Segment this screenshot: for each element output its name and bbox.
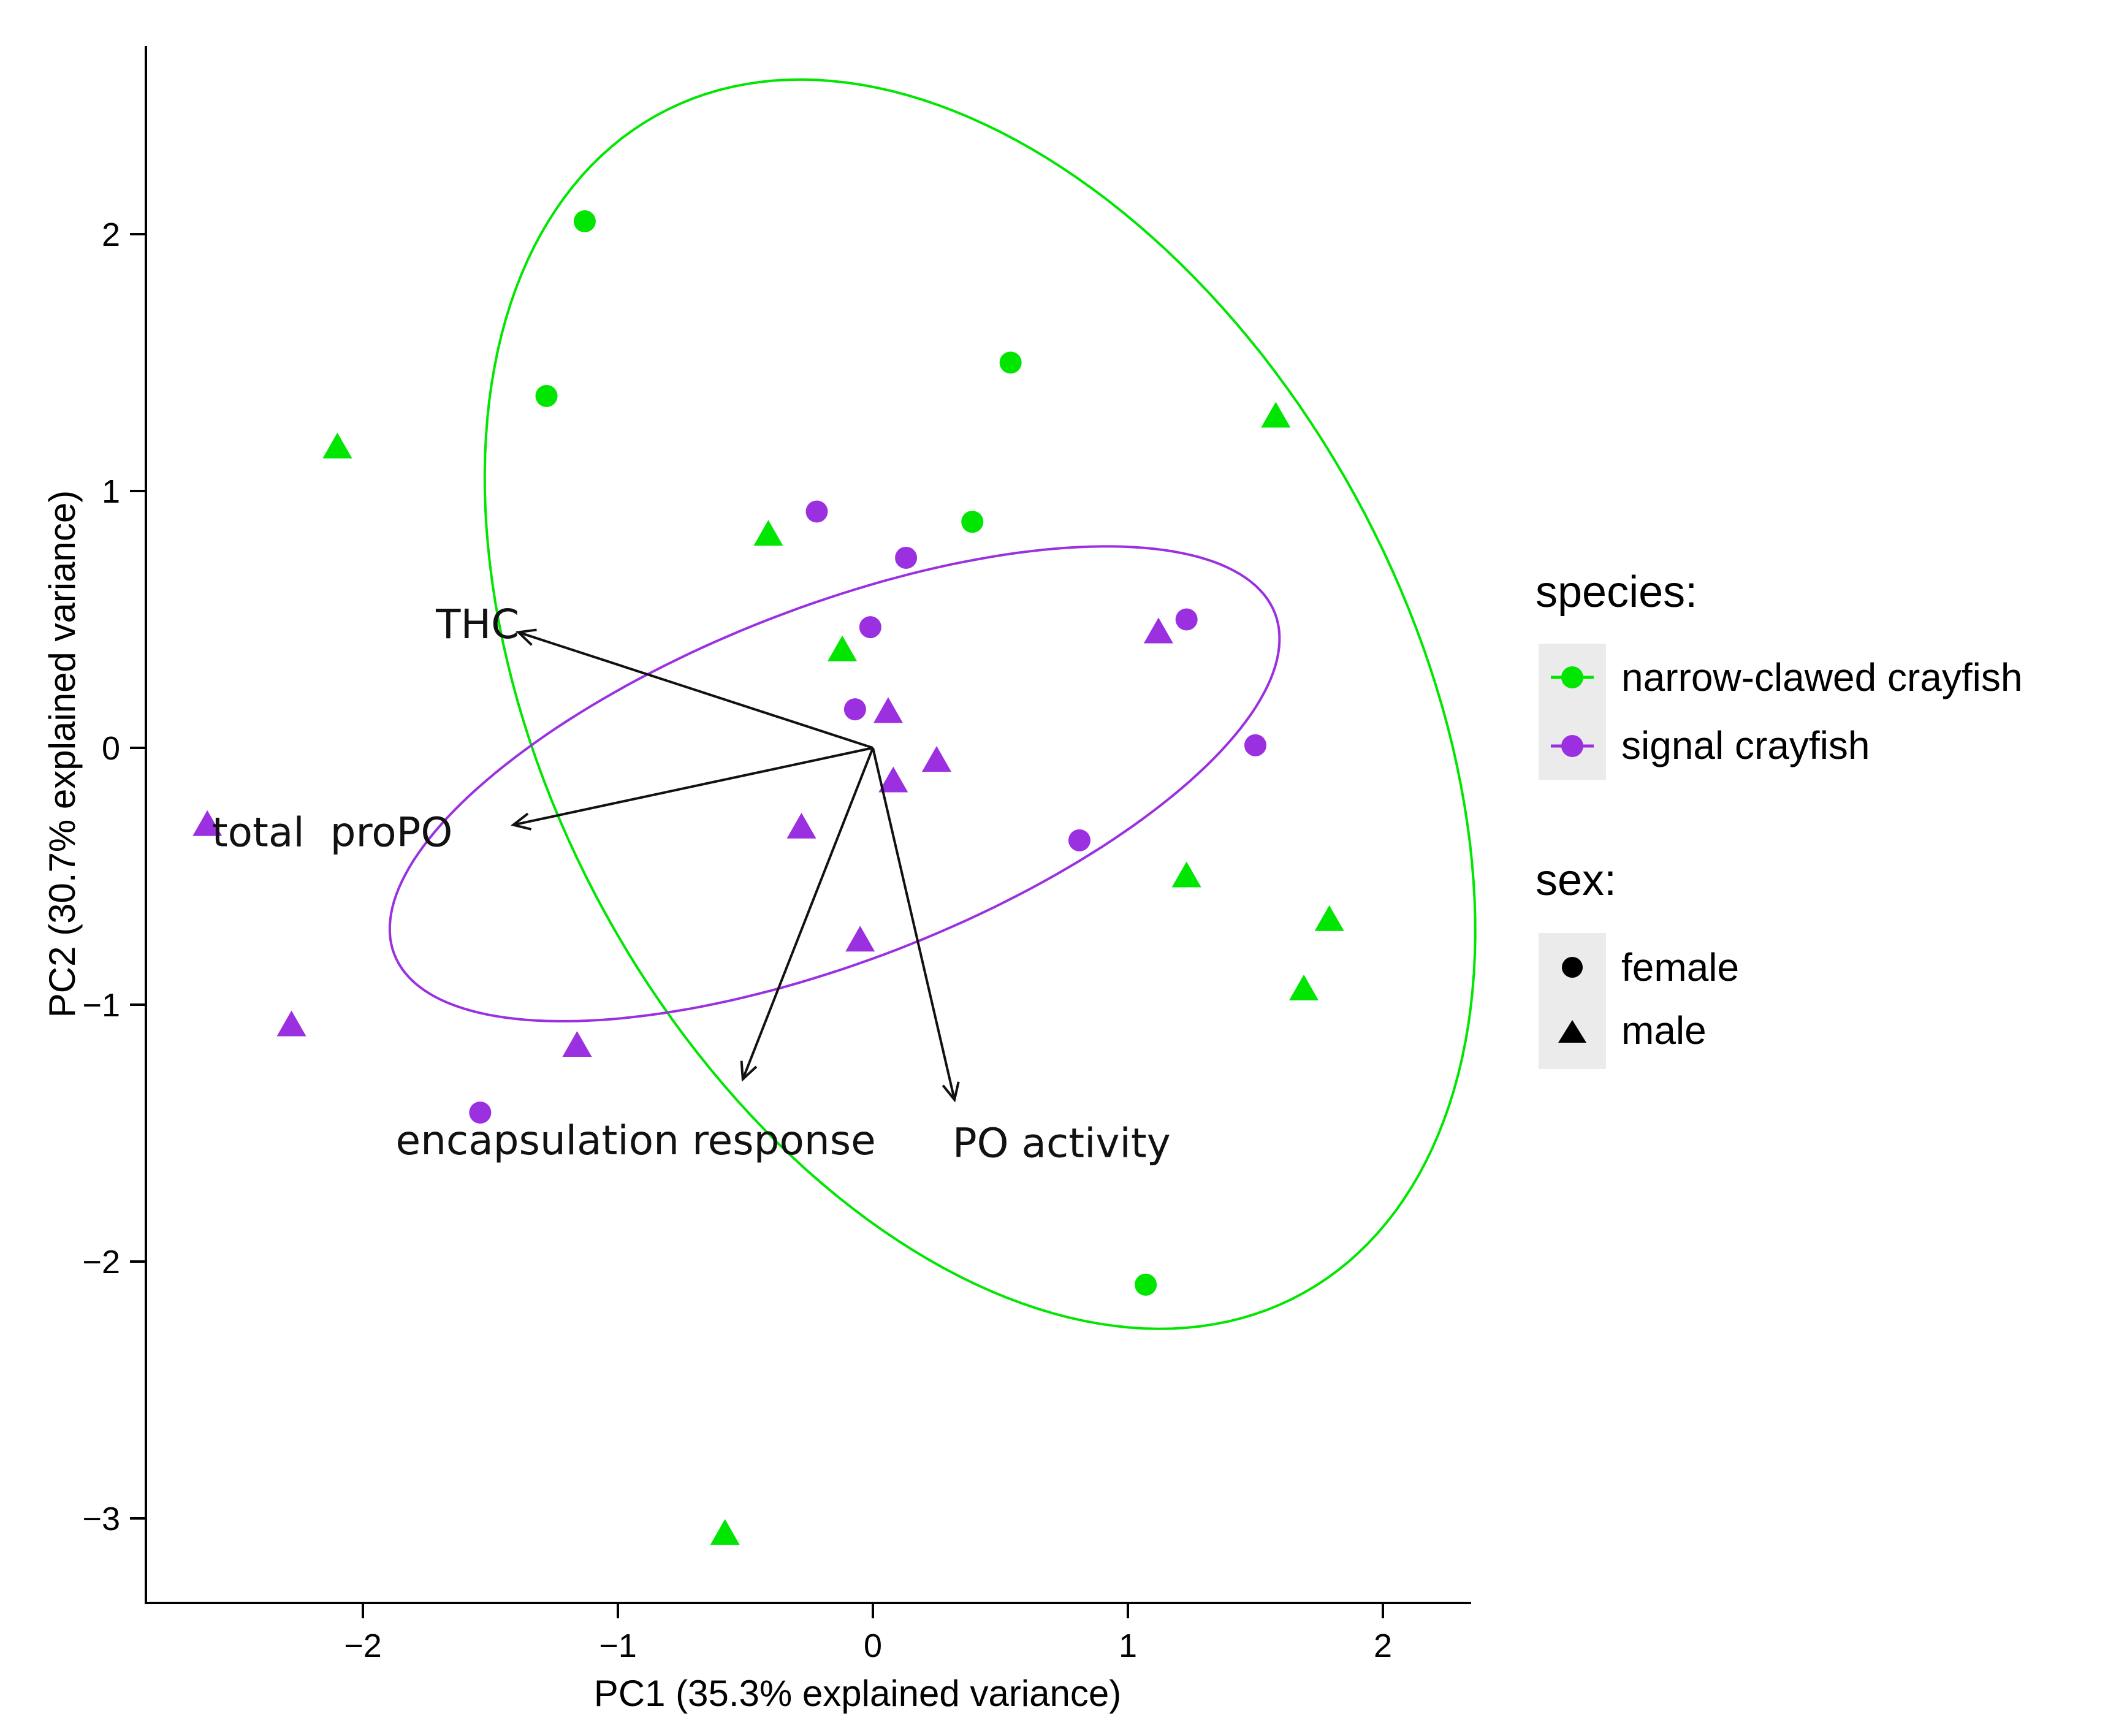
point-signal-crayfish-female — [469, 1101, 492, 1124]
point-signal-crayfish-male — [845, 926, 875, 952]
point-signal-crayfish-male — [562, 1031, 592, 1057]
point-signal-crayfish-female — [805, 500, 828, 523]
point-signal-crayfish-male — [873, 697, 903, 723]
axis-ticks: −2 −1 0 1 2 −3 −2 −1 0 1 2 — [82, 216, 1392, 1664]
point-signal-crayfish-female — [1068, 829, 1090, 851]
point-narrow-clawed-crayfish-female — [535, 384, 558, 407]
legend-species-keys — [1551, 666, 1594, 757]
x-axis-title: PC1 (35.3% explained variance) — [594, 1673, 1121, 1714]
point-signal-crayfish-male — [786, 812, 816, 839]
legend-item-female: female — [1621, 945, 1739, 989]
confidence-ellipses — [388, 78, 1477, 1330]
loading-label-thc: THC — [435, 601, 519, 648]
legend-item-male: male — [1621, 1008, 1707, 1053]
x-tick-label: 2 — [1374, 1628, 1392, 1664]
legend-item-narrow-clawed: narrow-clawed crayfish — [1621, 655, 2022, 699]
legend-sex-key-background — [1539, 933, 1606, 1069]
x-tick-label: 1 — [1119, 1628, 1137, 1664]
ellipse-signal-crayfish — [388, 545, 1281, 1022]
point-signal-crayfish-male — [1143, 617, 1173, 644]
point-narrow-clawed-crayfish-male — [828, 635, 858, 661]
legend-female-marker-icon — [1562, 957, 1583, 978]
loading-label-total-propo: total proPO — [212, 809, 453, 856]
point-narrow-clawed-crayfish-male — [710, 1519, 740, 1545]
ellipse-narrow-clawed-crayfish — [483, 78, 1477, 1330]
legend-signal-crayfish-marker-icon — [1561, 735, 1583, 757]
data-points — [192, 210, 1344, 1545]
x-tick-label: −1 — [599, 1628, 637, 1664]
legend-species-title: species: — [1536, 568, 1697, 617]
loading-arrow-po-activity — [872, 747, 960, 1103]
point-narrow-clawed-crayfish-male — [1171, 861, 1201, 888]
point-signal-crayfish-male — [276, 1010, 306, 1037]
loading-arrow-total-propo — [510, 747, 873, 831]
point-signal-crayfish-female — [859, 616, 881, 639]
loading-arrow-encapsulation-response — [740, 747, 874, 1082]
loading-label-po-activity: PO activity — [953, 1119, 1171, 1167]
y-tick-label: −2 — [82, 1244, 120, 1281]
axes — [145, 46, 1471, 1604]
point-narrow-clawed-crayfish-female — [961, 511, 984, 533]
y-tick-label: 0 — [102, 730, 120, 767]
y-tick-label: −1 — [82, 987, 120, 1024]
point-signal-crayfish-female — [1244, 734, 1266, 756]
point-narrow-clawed-crayfish-female — [1135, 1273, 1157, 1296]
point-narrow-clawed-crayfish-male — [1289, 974, 1319, 1000]
x-tick-label: 0 — [864, 1628, 882, 1664]
loading-label-encapsulation-response: encapsulation response — [396, 1117, 876, 1164]
point-signal-crayfish-female — [1175, 608, 1198, 631]
loading-labels: THC total proPO encapsulation response PO a… — [212, 601, 1171, 1167]
point-signal-crayfish-male — [922, 745, 951, 772]
x-tick-label: −2 — [344, 1628, 382, 1664]
point-narrow-clawed-crayfish-male — [753, 520, 783, 546]
legend-species-key-background — [1539, 644, 1606, 780]
y-tick-label: 2 — [102, 216, 120, 253]
point-narrow-clawed-crayfish-female — [573, 210, 596, 233]
y-axis-title: PC2 (30.7% explained variance) — [42, 490, 83, 1018]
y-tick-label: 1 — [102, 473, 120, 510]
point-signal-crayfish-male — [878, 766, 908, 793]
point-narrow-clawed-crayfish-male — [1261, 402, 1291, 428]
point-signal-crayfish-female — [895, 546, 918, 569]
legend-male-marker-icon — [1558, 1020, 1586, 1043]
point-signal-crayfish-male — [192, 810, 223, 836]
point-narrow-clawed-crayfish-male — [322, 432, 352, 459]
legend-sex-title: sex: — [1536, 856, 1616, 905]
legend: species: narrow-clawed crayfish signal c… — [1536, 568, 2022, 1069]
point-narrow-clawed-crayfish-male — [1314, 905, 1344, 931]
loading-arrow-thc — [516, 628, 873, 749]
point-signal-crayfish-female — [843, 698, 866, 721]
legend-narrow-clawed-crayfish-marker-icon — [1561, 666, 1583, 688]
legend-item-signal: signal crayfish — [1621, 723, 1870, 767]
loading-arrows — [510, 628, 960, 1103]
point-narrow-clawed-crayfish-female — [999, 351, 1022, 374]
y-tick-label: −3 — [82, 1501, 120, 1537]
